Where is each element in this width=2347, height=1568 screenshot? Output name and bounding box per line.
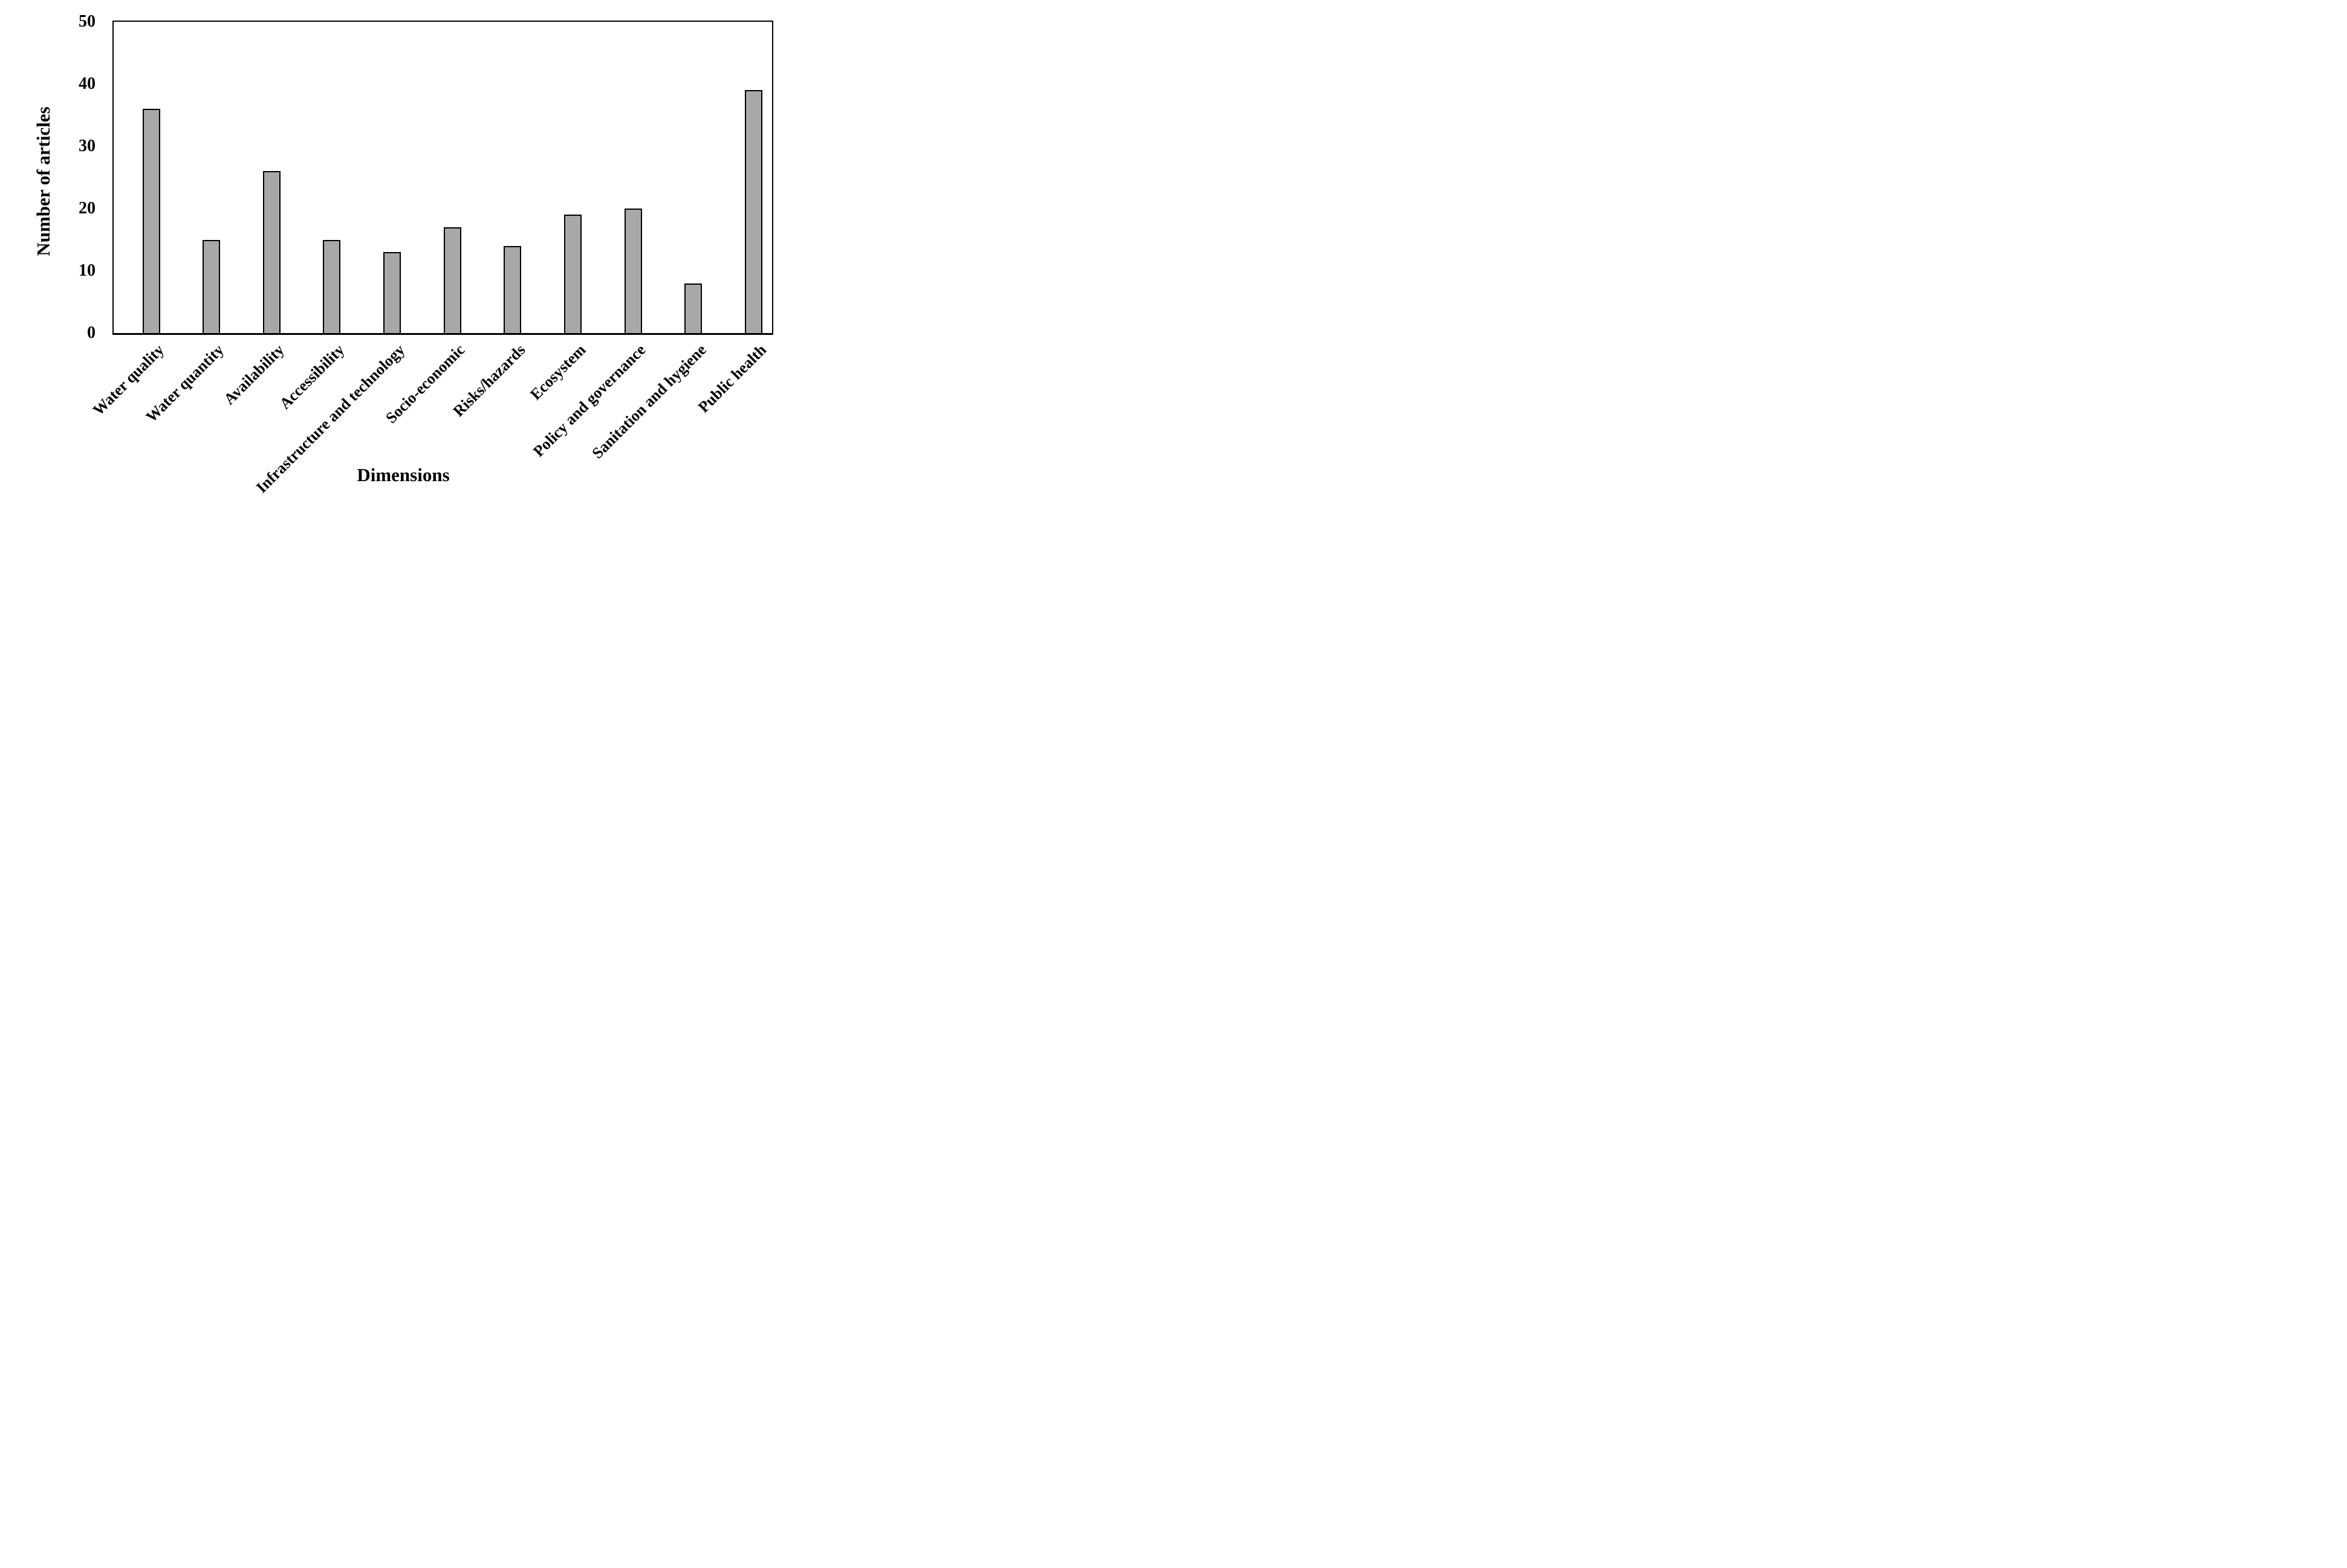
plot-area (112, 21, 773, 335)
bar-accessibility (323, 239, 341, 333)
y-axis-title: Number of articles (33, 106, 54, 256)
bar-policy-and-governance (624, 209, 642, 333)
y-tick-label-30: 30 (79, 137, 96, 155)
bar-water-quantity (203, 239, 221, 333)
x-category-label-policy-and-governance: Policy and governance (530, 341, 649, 461)
x-category-label-sanitation-and-hygiene: Sanitation and hygiene (588, 341, 710, 462)
bar-infrastructure-and-technology (383, 252, 401, 333)
y-tick-label-10: 10 (79, 261, 96, 280)
y-tick-label-20: 20 (79, 199, 96, 218)
bar-public-health (745, 90, 763, 333)
bar-water-quality (142, 109, 160, 333)
bar-ecosystem (564, 215, 582, 333)
y-tick-label-50: 50 (79, 12, 96, 31)
bar-sanitation-and-hygiene (684, 283, 703, 333)
bar-socio-economic (443, 227, 461, 333)
y-tick-label-0: 0 (87, 323, 96, 342)
bar-risks-hazards (504, 245, 522, 333)
y-tick-label-40: 40 (79, 74, 96, 93)
bar-chart-figure: Number of articles 0 10 20 30 40 50 Water qua… (0, 0, 782, 523)
x-axis-title: Dimensions (357, 464, 450, 485)
bar-availability (262, 171, 281, 333)
x-category-label-ecosystem: Ecosystem (526, 341, 589, 404)
